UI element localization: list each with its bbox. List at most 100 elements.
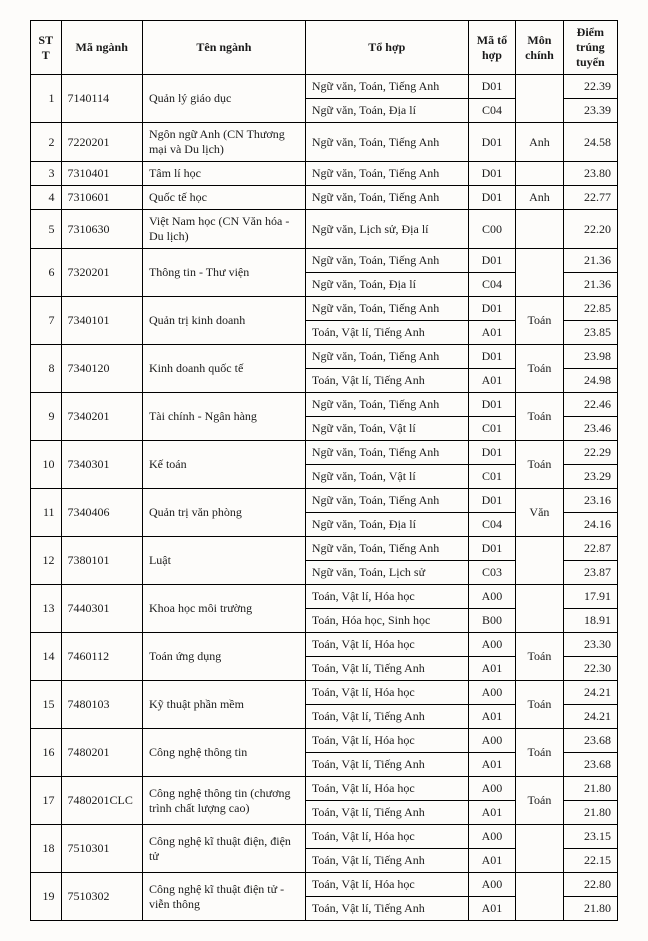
col-header-stt: STT [31,21,62,75]
cell-diem: 23.68 [563,729,617,753]
cell-ma-nganh: 7320201 [61,249,142,297]
col-header-diem: Điểm trúng tuyển [563,21,617,75]
cell-diem: 22.85 [563,297,617,321]
cell-diem: 21.80 [563,777,617,801]
cell-to-hop: Toán, Vật lí, Hóa học [305,729,468,753]
cell-diem: 23.39 [563,99,617,123]
cell-diem: 24.21 [563,705,617,729]
table-row: 47310601Quốc tế họcNgữ văn, Toán, Tiếng … [31,186,618,210]
cell-diem: 23.68 [563,753,617,777]
cell-stt: 3 [31,162,62,186]
cell-diem: 21.36 [563,249,617,273]
cell-stt: 5 [31,210,62,249]
cell-stt: 14 [31,633,62,681]
table-row: 187510301Công nghệ kĩ thuật điện, điện t… [31,825,618,849]
cell-diem: 22.39 [563,75,617,99]
cell-ma-to-hop: C01 [468,417,515,441]
cell-diem: 22.30 [563,657,617,681]
table-row: 167480201Công nghệ thông tinToán, Vật lí… [31,729,618,753]
table-row: 157480103Kỹ thuật phần mềmToán, Vật lí, … [31,681,618,705]
cell-diem: 22.80 [563,873,617,897]
cell-ma-to-hop: D01 [468,345,515,369]
table-header-row: STT Mã ngành Tên ngành Tổ hợp Mã tổ hợp … [31,21,618,75]
cell-ma-to-hop: D01 [468,123,515,162]
cell-diem: 22.46 [563,393,617,417]
cell-ma-nganh: 7460112 [61,633,142,681]
cell-mon-chinh [516,585,563,633]
cell-ma-to-hop: D01 [468,186,515,210]
cell-ma-to-hop: C01 [468,465,515,489]
cell-stt: 16 [31,729,62,777]
cell-ten-nganh: Việt Nam học (CN Văn hóa - Du lịch) [142,210,305,249]
cell-ten-nganh: Công nghệ kĩ thuật điện, điện tử [142,825,305,873]
cell-to-hop: Toán, Vật lí, Hóa học [305,777,468,801]
cell-diem: 23.87 [563,561,617,585]
table-row: 37310401Tâm lí họcNgữ văn, Toán, Tiếng A… [31,162,618,186]
cell-mon-chinh: Toán [516,393,563,441]
cell-diem: 24.58 [563,123,617,162]
cell-mon-chinh [516,210,563,249]
cell-to-hop: Ngữ văn, Toán, Vật lí [305,465,468,489]
cell-to-hop: Ngữ văn, Toán, Địa lí [305,513,468,537]
cell-diem: 21.36 [563,273,617,297]
table-row: 87340120Kinh doanh quốc tếNgữ văn, Toán,… [31,345,618,369]
cell-ma-to-hop: A01 [468,705,515,729]
cell-ten-nganh: Quản lý giáo dục [142,75,305,123]
col-header-mon-chinh: Môn chính [516,21,563,75]
cell-to-hop: Ngữ văn, Toán, Tiếng Anh [305,186,468,210]
cell-ma-to-hop: A01 [468,801,515,825]
cell-to-hop: Ngữ văn, Toán, Tiếng Anh [305,75,468,99]
col-header-ma-to-hop: Mã tổ hợp [468,21,515,75]
cell-to-hop: Ngữ văn, Toán, Tiếng Anh [305,162,468,186]
cell-diem: 23.98 [563,345,617,369]
cell-diem: 23.16 [563,489,617,513]
cell-ten-nganh: Công nghệ kĩ thuật điện tử - viễn thông [142,873,305,921]
cell-ma-to-hop: D01 [468,162,515,186]
cell-ma-to-hop: A00 [468,729,515,753]
cell-ma-to-hop: A01 [468,753,515,777]
cell-ma-nganh: 7440301 [61,585,142,633]
table-row: 117340406Quản trị văn phòngNgữ văn, Toán… [31,489,618,513]
cell-ten-nganh: Tài chính - Ngân hàng [142,393,305,441]
cell-to-hop: Ngữ văn, Toán, Địa lí [305,99,468,123]
col-header-to-hop: Tổ hợp [305,21,468,75]
cell-ma-to-hop: C04 [468,273,515,297]
cell-ma-to-hop: A00 [468,825,515,849]
cell-diem: 17.91 [563,585,617,609]
cell-to-hop: Toán, Vật lí, Hóa học [305,873,468,897]
cell-to-hop: Toán, Vật lí, Hóa học [305,681,468,705]
cell-ten-nganh: Ngôn ngữ Anh (CN Thương mại và Du lịch) [142,123,305,162]
cell-to-hop: Toán, Vật lí, Tiếng Anh [305,801,468,825]
cell-mon-chinh: Văn [516,489,563,537]
cell-stt: 13 [31,585,62,633]
cell-ma-to-hop: A01 [468,369,515,393]
cell-ma-to-hop: D01 [468,297,515,321]
table-row: 107340301Kế toánNgữ văn, Toán, Tiếng Anh… [31,441,618,465]
table-row: 197510302Công nghệ kĩ thuật điện tử - vi… [31,873,618,897]
cell-diem: 23.15 [563,825,617,849]
cell-to-hop: Ngữ văn, Toán, Địa lí [305,273,468,297]
cell-to-hop: Ngữ văn, Toán, Tiếng Anh [305,249,468,273]
cell-diem: 18.91 [563,609,617,633]
cell-ma-nganh: 7340101 [61,297,142,345]
cell-ma-to-hop: D01 [468,441,515,465]
cell-stt: 9 [31,393,62,441]
cell-to-hop: Toán, Vật lí, Hóa học [305,825,468,849]
cell-stt: 15 [31,681,62,729]
cell-mon-chinh [516,873,563,921]
cell-stt: 7 [31,297,62,345]
cell-stt: 8 [31,345,62,393]
cell-ma-nganh: 7480201CLC [61,777,142,825]
cell-to-hop: Ngữ văn, Toán, Tiếng Anh [305,123,468,162]
cell-diem: 24.21 [563,681,617,705]
cell-stt: 10 [31,441,62,489]
cell-to-hop: Ngữ văn, Toán, Tiếng Anh [305,537,468,561]
cell-to-hop: Ngữ văn, Toán, Tiếng Anh [305,441,468,465]
cell-to-hop: Ngữ văn, Toán, Tiếng Anh [305,345,468,369]
cell-ma-nganh: 7340120 [61,345,142,393]
cell-ten-nganh: Toán ứng dụng [142,633,305,681]
cell-mon-chinh [516,537,563,585]
cell-to-hop: Ngữ văn, Toán, Tiếng Anh [305,393,468,417]
table-row: 67320201Thông tin - Thư việnNgữ văn, Toá… [31,249,618,273]
cell-mon-chinh [516,825,563,873]
